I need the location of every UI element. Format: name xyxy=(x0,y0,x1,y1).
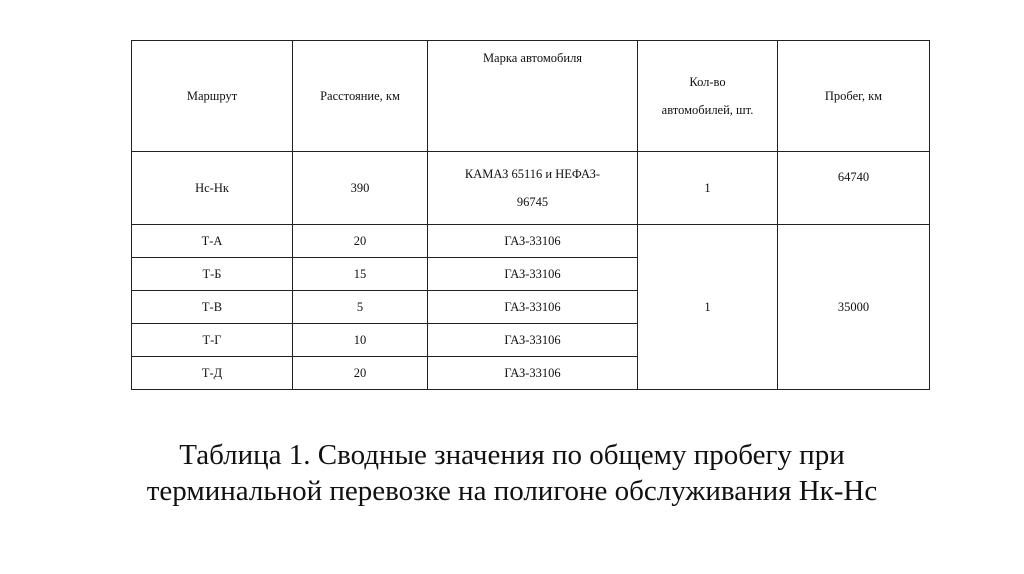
cell-distance: 10 xyxy=(292,323,428,357)
header-brand: Марка автомобиля xyxy=(427,40,638,152)
table-row: Т-Г 10 ГАЗ-33106 xyxy=(131,323,930,357)
header-count: Кол-во автомобилей, шт. xyxy=(637,40,778,152)
cell-distance: 15 xyxy=(292,257,428,291)
table-row: Т-Б 15 ГАЗ-33106 xyxy=(131,257,930,291)
cell-route: Т-Г xyxy=(131,323,293,357)
cell-brand-line1: КАМАЗ 65116 и НЕФАЗ- xyxy=(464,167,601,181)
cell-distance: 5 xyxy=(292,290,428,324)
cell-route: Т-А xyxy=(131,224,293,258)
header-count-line1: Кол-во xyxy=(689,75,726,89)
cell-distance: 20 xyxy=(292,356,428,390)
mileage-table: Маршрут Расстояние, км Марка автомобиля … xyxy=(131,40,930,390)
cell-route: Т-В xyxy=(131,290,293,324)
cell-route: Нс-Нк xyxy=(131,151,293,225)
header-route: Маршрут xyxy=(131,40,293,152)
cell-count: 1 xyxy=(637,151,778,225)
table-row: Нс-Нк 390 КАМАЗ 65116 и НЕФАЗ- 96745 1 64… xyxy=(131,151,930,225)
table-caption: Таблица 1. Сводные значения по общему пр… xyxy=(0,437,1024,509)
cell-brand: ГАЗ-33106 xyxy=(427,290,638,324)
cell-route: Т-Б xyxy=(131,257,293,291)
cell-brand: ГАЗ-33106 xyxy=(427,257,638,291)
cell-group-mileage: 35000 xyxy=(777,224,930,390)
table-row: Т-В 5 ГАЗ-33106 xyxy=(131,290,930,324)
header-count-line2: автомобилей, шт. xyxy=(661,103,754,117)
caption-line2: терминальной перевозке на полигоне обслу… xyxy=(146,475,878,507)
header-mileage: Пробег, км xyxy=(777,40,930,152)
cell-mileage: 64740 xyxy=(777,151,930,225)
header-distance: Расстояние, км xyxy=(292,40,428,152)
cell-route: Т-Д xyxy=(131,356,293,390)
cell-brand: ГАЗ-33106 xyxy=(427,356,638,390)
table-row: Т-Д 20 ГАЗ-33106 xyxy=(131,356,930,390)
cell-group-count: 1 xyxy=(637,224,778,390)
cell-brand: КАМАЗ 65116 и НЕФАЗ- 96745 xyxy=(427,151,638,225)
cell-brand: ГАЗ-33106 xyxy=(427,323,638,357)
table-row: Т-А 20 ГАЗ-33106 1 35000 xyxy=(131,224,930,390)
cell-brand-line2: 96745 xyxy=(516,195,549,209)
caption-line1: Таблица 1. Сводные значения по общему пр… xyxy=(179,439,845,471)
cell-brand: ГАЗ-33106 xyxy=(427,224,638,258)
header-row: Маршрут Расстояние, км Марка автомобиля … xyxy=(131,40,930,152)
cell-distance: 390 xyxy=(292,151,428,225)
cell-distance: 20 xyxy=(292,224,428,258)
